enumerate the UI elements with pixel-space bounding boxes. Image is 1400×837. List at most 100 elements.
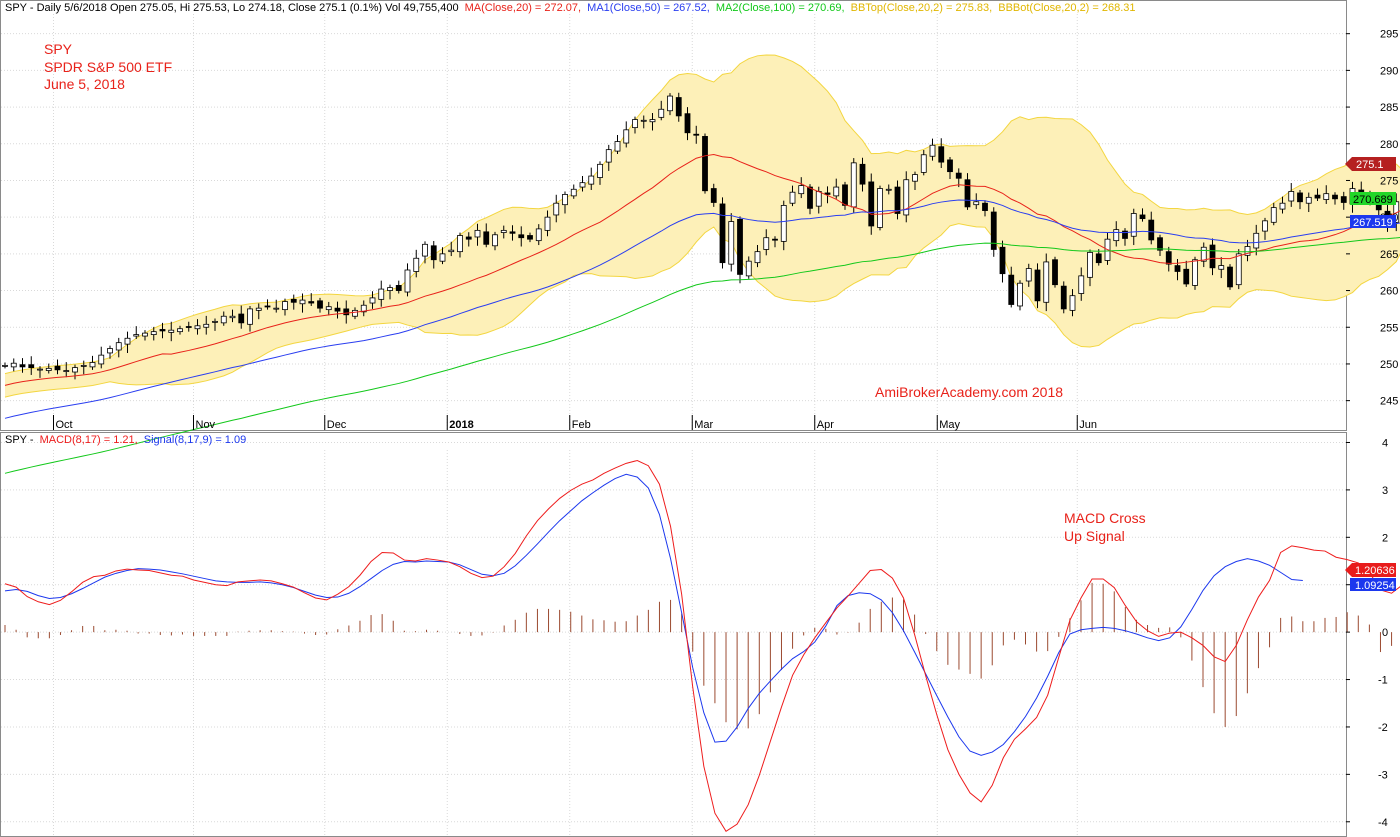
annotation-symbol: SPY [44, 41, 73, 57]
legend-bbbot: BBBot(Close,20,2) = 268.31 [998, 2, 1135, 14]
candle-up [570, 188, 577, 197]
candle-up [649, 119, 656, 123]
candle-up [142, 332, 148, 337]
tag-macd: 1.20636 [1345, 563, 1396, 577]
macd-line [4, 459, 1400, 832]
macd-y-tick-label: -2 [1378, 722, 1388, 734]
candle-up [535, 228, 542, 242]
price-y-tick-label: 245 [1380, 396, 1398, 408]
candle-up [72, 367, 78, 373]
candle-up [885, 188, 892, 191]
price-y-tick-label: 295 [1380, 29, 1398, 41]
candle-up [1288, 191, 1295, 202]
candle-up [325, 306, 332, 311]
candle-up [10, 362, 17, 368]
candle-down [1183, 268, 1190, 285]
candle-up [273, 307, 280, 310]
candle-up [815, 191, 822, 207]
candle-down [868, 181, 875, 227]
candle-up [614, 141, 621, 152]
candle-up [562, 194, 568, 206]
candle-up [212, 320, 218, 323]
tag-signal-text: 1.09254 [1355, 580, 1395, 592]
candle-up [597, 163, 603, 178]
legend-macd: MACD(8,17) = 1.21, [40, 434, 138, 446]
candle-down [1157, 237, 1163, 251]
candle-down [824, 192, 831, 195]
candle-down [483, 231, 490, 245]
candle-up [299, 299, 306, 305]
candle-down [465, 236, 472, 240]
candle-down [1095, 253, 1102, 264]
ma50-line [4, 199, 1400, 419]
macd-y-tick-label: 0 [1382, 627, 1388, 639]
candle-up [1323, 193, 1330, 200]
candle-down [1174, 265, 1181, 272]
candle-down [1139, 214, 1146, 220]
candle-down [710, 188, 717, 203]
x-tick-label: Feb [572, 419, 591, 431]
candle-up [1235, 253, 1242, 286]
candle-up [780, 205, 787, 242]
legend-signal: Signal(8,17,9) = 1.09 [144, 434, 246, 446]
candle-up [1200, 246, 1207, 262]
candle-up [640, 119, 647, 122]
candle-down [54, 365, 61, 371]
candle-up [1043, 261, 1050, 303]
legend-ma100: MA2(Close,100) = 270.69, [716, 2, 845, 14]
axes: 245250255260265270275280285290295-4-3-2-… [53, 29, 1398, 829]
candle-down [982, 202, 988, 211]
tag-close: 275.1 [1345, 157, 1396, 171]
candle-up [833, 186, 840, 197]
candle-down [334, 307, 341, 312]
candle-down [737, 218, 743, 275]
tag-ma50-text: 267.519 [1353, 217, 1393, 229]
candle-up [1025, 268, 1032, 282]
macd-panel-frame [0, 432, 1347, 837]
x-tick-label: Apr [817, 419, 834, 431]
candle-down [693, 133, 700, 136]
candle-up [247, 308, 253, 325]
candle-down [1122, 230, 1128, 239]
candle-up [745, 260, 752, 277]
candle-up [369, 297, 376, 304]
macd-y-tick-label: -1 [1378, 675, 1388, 687]
candle-up [1130, 213, 1137, 237]
macd-note-line2: Up Signal [1064, 528, 1125, 544]
candle-up [1017, 282, 1023, 307]
x-tick-label: Jun [1079, 419, 1097, 431]
legend-bbtop: BBTop(Close,20,2) = 275.83, [851, 2, 993, 14]
candle-down [938, 146, 945, 163]
candle-up [387, 287, 393, 291]
candle-up [850, 162, 857, 208]
candle-up [632, 119, 638, 129]
x-tick-label: Oct [56, 419, 73, 431]
candle-up [1069, 295, 1076, 311]
candle-down [842, 184, 848, 206]
candle-down [1148, 219, 1155, 241]
price-legend: SPY - Daily 5/6/2018 Open 275.05, Hi 275… [5, 2, 1136, 14]
x-tick-label: Dec [327, 419, 347, 431]
candle-up [457, 235, 463, 253]
price-y-tick-label: 285 [1380, 102, 1398, 114]
macd-y-tick-label: -3 [1378, 769, 1388, 781]
moving-average-lines [4, 153, 1400, 474]
candle-up [579, 182, 586, 188]
candle-down [859, 163, 866, 185]
price-y-tick-label: 250 [1380, 359, 1398, 371]
candle-down [1332, 194, 1338, 200]
ma20-line [4, 153, 1400, 386]
macd-y-tick-label: -4 [1378, 817, 1388, 829]
candle-up [1262, 220, 1268, 232]
candle-up [1305, 196, 1312, 204]
macd-y-tick-label: 2 [1382, 532, 1388, 544]
candle-up [973, 201, 980, 206]
candle-up [929, 144, 936, 157]
bollinger-bottom-line [4, 223, 1400, 398]
bollinger-top-line [4, 54, 1400, 375]
candle-up [63, 370, 70, 372]
candle-up [1192, 259, 1198, 286]
candle-up [413, 257, 420, 272]
candle-up [623, 129, 630, 144]
price-legend-ohlc: SPY - Daily 5/6/2018 Open 275.05, Hi 275… [5, 2, 459, 14]
